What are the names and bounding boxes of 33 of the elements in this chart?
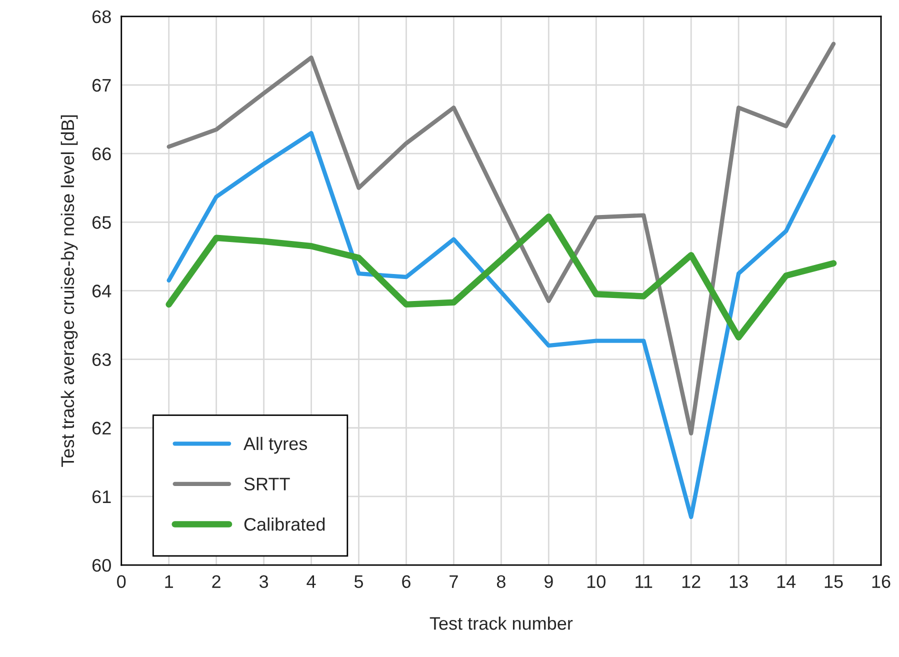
x-tick-label: 11: [636, 575, 652, 588]
y-tick-label: 62: [92, 422, 111, 435]
x-tick-label: 5: [354, 575, 364, 588]
y-tick-label: 63: [92, 353, 111, 366]
x-axis-title: Test track number: [430, 616, 573, 630]
x-tick-label: 3: [259, 575, 268, 588]
y-tick-label: 67: [92, 78, 111, 92]
x-tick-label: 2: [212, 575, 220, 588]
legend-label: Calibrated: [244, 517, 325, 531]
legend-label: SRTT: [244, 478, 290, 490]
x-tick-label: 10: [587, 575, 606, 588]
x-tick-label: 1: [165, 575, 173, 588]
x-tick-label: 13: [730, 575, 748, 588]
y-tick-label: 68: [92, 10, 111, 24]
y-tick-label: 66: [92, 148, 111, 160]
x-tick-label: 16: [872, 575, 890, 588]
x-tick-label: 4: [306, 575, 316, 588]
x-tick-label: 14: [777, 575, 796, 588]
x-tick-label: 12: [682, 575, 700, 588]
x-tick-label: 8: [496, 575, 506, 588]
x-tick-label: 0: [117, 575, 126, 588]
y-tick-label: 60: [92, 558, 111, 572]
y-axis-title: Test track average cruise-by noise level [dB]: [60, 115, 78, 467]
x-tick-label: 15: [824, 575, 843, 588]
line-series: [166, 42, 836, 436]
x-tick-label: 6: [402, 575, 410, 588]
x-tick-label: 7: [450, 575, 458, 588]
y-tick-label: 64: [92, 284, 112, 298]
y-tick-label: 61: [92, 490, 111, 504]
x-tick-label: 9: [544, 575, 553, 588]
legend-label: All tyres: [243, 436, 308, 454]
line-series: [166, 130, 836, 520]
y-tick-label: 65: [92, 216, 111, 229]
